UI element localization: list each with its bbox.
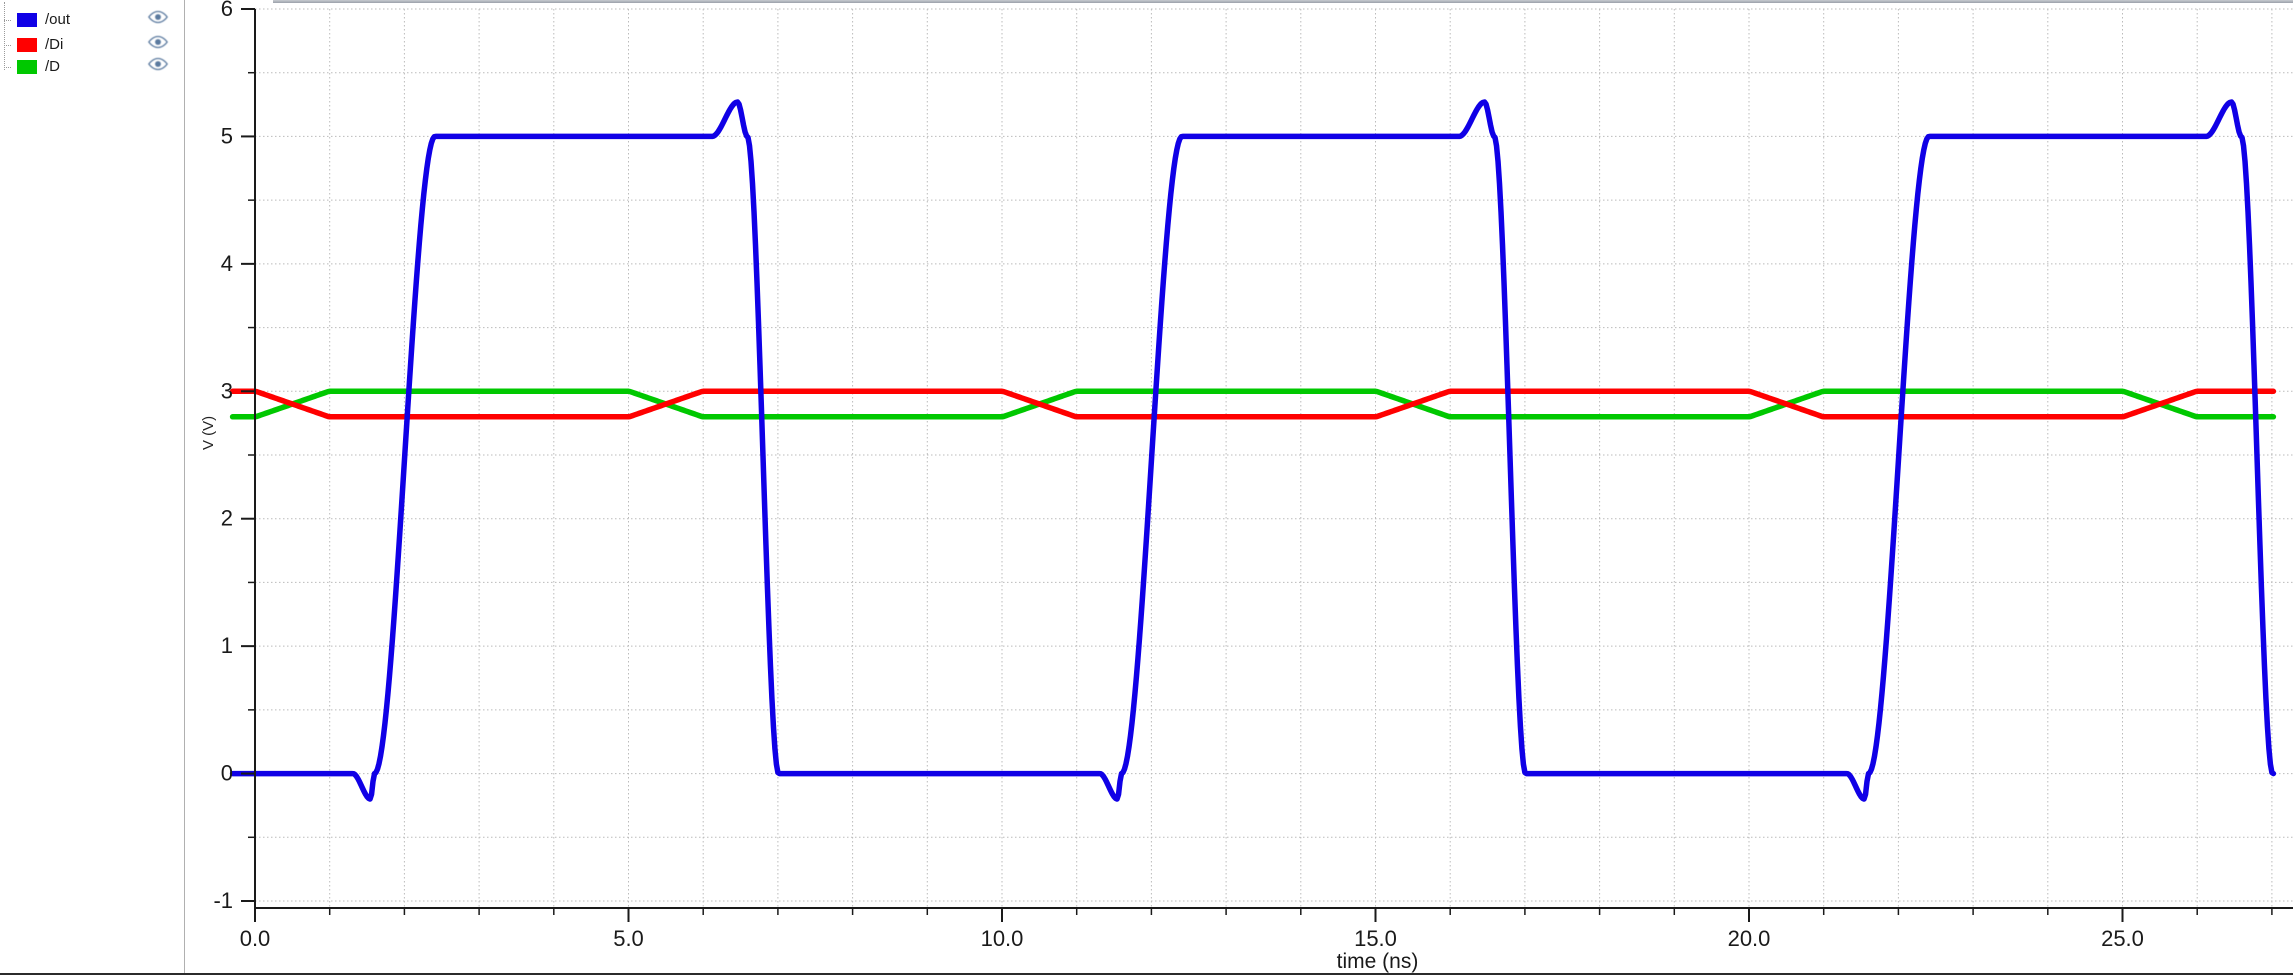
svg-text:-1: -1 (213, 888, 233, 913)
svg-text:4: 4 (221, 251, 233, 276)
svg-text:1: 1 (221, 633, 233, 658)
svg-text:2: 2 (221, 506, 233, 531)
svg-text:25.0: 25.0 (2101, 926, 2144, 951)
svg-text:15.0: 15.0 (1354, 926, 1397, 951)
svg-text:5.0: 5.0 (613, 926, 644, 951)
svg-text:10.0: 10.0 (981, 926, 1024, 951)
svg-text:0.0: 0.0 (240, 926, 271, 951)
svg-text:5: 5 (221, 123, 233, 148)
svg-text:6: 6 (221, 0, 233, 21)
svg-text:3: 3 (221, 378, 233, 403)
svg-text:0: 0 (221, 761, 233, 786)
svg-text:20.0: 20.0 (1728, 926, 1771, 951)
